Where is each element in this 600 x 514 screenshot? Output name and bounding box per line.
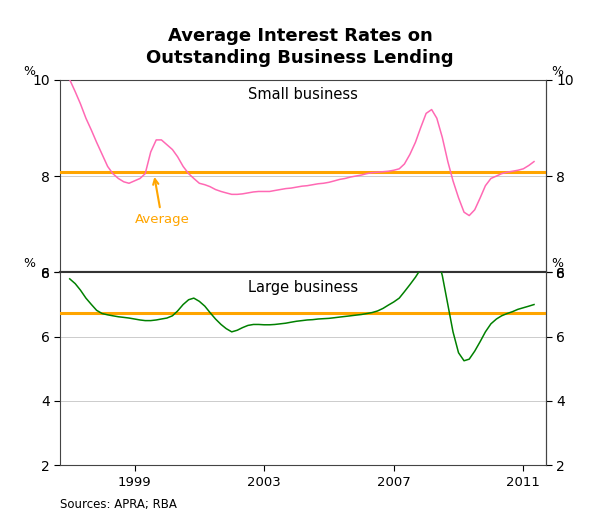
Text: %: % <box>23 65 35 78</box>
Text: Small business: Small business <box>248 87 358 102</box>
Text: %: % <box>551 65 563 78</box>
Text: Sources: APRA; RBA: Sources: APRA; RBA <box>60 499 177 511</box>
Text: Average Interest Rates on
Outstanding Business Lending: Average Interest Rates on Outstanding Bu… <box>146 27 454 67</box>
Text: Average: Average <box>134 179 190 226</box>
Text: %: % <box>551 258 563 270</box>
Text: Large business: Large business <box>248 280 358 295</box>
Text: %: % <box>23 258 35 270</box>
